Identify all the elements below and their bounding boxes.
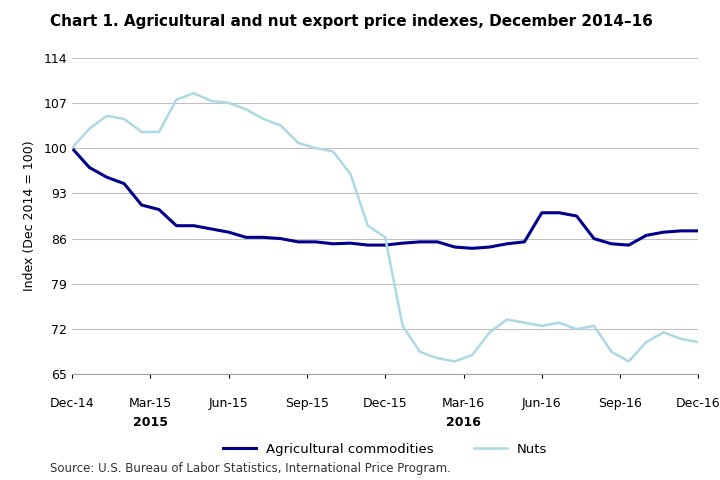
Nuts [624,359,633,364]
Agricultural commodities [85,165,94,170]
Agricultural commodities [485,244,494,250]
Text: Sep-16: Sep-16 [598,397,642,410]
Nuts [276,122,285,128]
Text: 2016: 2016 [446,417,481,430]
Nuts [677,336,685,342]
Nuts [485,329,494,335]
Agricultural commodities [433,239,441,245]
Agricultural commodities [294,239,302,245]
Nuts [259,116,268,122]
Text: 2015: 2015 [132,417,168,430]
Nuts [694,339,703,345]
Nuts [503,317,511,323]
Text: Mar-16: Mar-16 [442,397,485,410]
Text: Dec-16: Dec-16 [676,397,720,410]
Agricultural commodities [311,239,320,245]
Nuts [415,349,424,355]
Nuts [85,126,94,132]
Agricultural commodities [381,242,390,248]
Agricultural commodities [451,244,459,250]
Nuts [433,355,441,361]
Agricultural commodities [572,213,581,219]
Agricultural commodities [189,223,198,228]
Agricultural commodities [68,145,76,151]
Agricultural commodities [468,245,477,251]
Agricultural commodities [328,241,337,247]
Nuts [225,100,233,106]
Agricultural commodities [677,228,685,234]
Text: Source: U.S. Bureau of Labor Statistics, International Price Program.: Source: U.S. Bureau of Labor Statistics,… [50,462,451,475]
Nuts [294,140,302,146]
Nuts [120,116,128,122]
Agricultural commodities [660,229,668,235]
Agricultural commodities [398,240,407,246]
Agricultural commodities [346,240,355,246]
Agricultural commodities [276,236,285,241]
Agricultural commodities [207,226,215,232]
Nuts [660,329,668,335]
Nuts [172,97,181,103]
Agricultural commodities [537,210,546,216]
Nuts [242,107,251,112]
Agricultural commodities [172,223,181,228]
Text: Jun-15: Jun-15 [209,397,248,410]
Nuts [590,323,598,329]
Text: Jun-16: Jun-16 [522,397,562,410]
Text: Dec-14: Dec-14 [50,397,94,410]
Nuts [451,359,459,364]
Agricultural commodities [155,207,163,213]
Nuts [189,90,198,96]
Agricultural commodities [607,241,616,247]
Nuts [138,129,146,135]
Nuts [398,323,407,329]
Agricultural commodities [242,234,251,240]
Nuts [607,349,616,355]
Agricultural commodities [364,242,372,248]
Nuts [346,171,355,177]
Agricultural commodities [555,210,564,216]
Agricultural commodities [503,241,511,247]
Nuts [364,223,372,228]
Legend: Agricultural commodities, Nuts: Agricultural commodities, Nuts [217,438,553,462]
Y-axis label: Index (Dec 2014 = 100): Index (Dec 2014 = 100) [23,141,36,291]
Agricultural commodities [590,236,598,241]
Agricultural commodities [624,242,633,248]
Nuts [555,320,564,325]
Nuts [381,234,390,240]
Text: Sep-15: Sep-15 [285,397,329,410]
Line: Nuts: Nuts [72,93,698,361]
Text: Chart 1. Agricultural and nut export price indexes, December 2014–16: Chart 1. Agricultural and nut export pri… [50,14,653,29]
Agricultural commodities [138,202,146,208]
Nuts [207,98,215,104]
Text: Dec-15: Dec-15 [363,397,408,410]
Nuts [642,339,651,345]
Nuts [155,129,163,135]
Agricultural commodities [415,239,424,245]
Agricultural commodities [520,239,528,245]
Line: Agricultural commodities: Agricultural commodities [72,148,698,248]
Nuts [520,320,528,325]
Nuts [468,352,477,358]
Agricultural commodities [259,234,268,240]
Nuts [68,145,76,151]
Agricultural commodities [642,232,651,238]
Nuts [328,148,337,154]
Nuts [311,145,320,151]
Nuts [537,323,546,329]
Nuts [572,326,581,332]
Text: Mar-15: Mar-15 [129,397,172,410]
Agricultural commodities [225,229,233,235]
Nuts [102,113,111,119]
Agricultural commodities [120,181,128,187]
Agricultural commodities [694,228,703,234]
Agricultural commodities [102,174,111,180]
